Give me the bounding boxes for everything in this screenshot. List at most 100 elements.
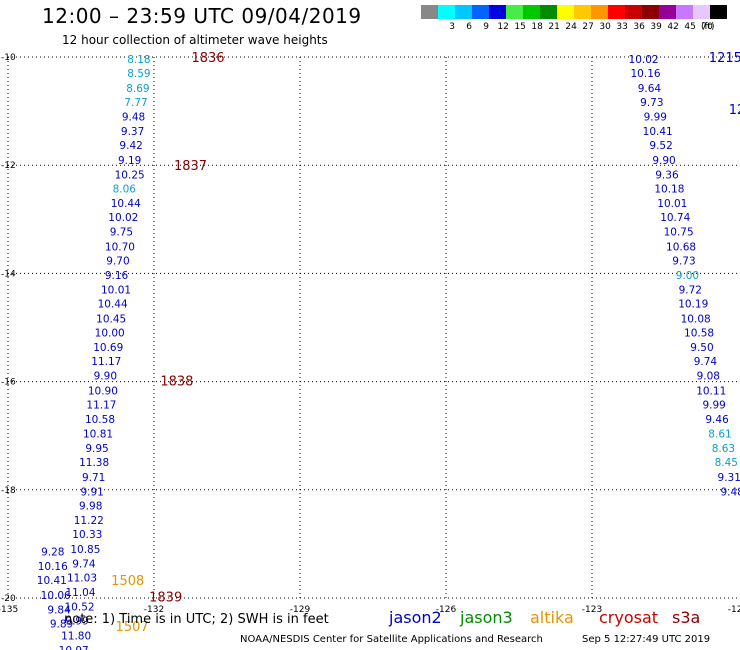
- wave-height-value: 9.42: [119, 140, 142, 152]
- wave-height-value: 10.16: [38, 561, 68, 573]
- axis-labels: -135 -132 -129 -126 -123 -120 -10 -12 -14 -16 -18 -…: [0, 53, 740, 615]
- wave-height-value: 11.04: [65, 587, 95, 599]
- wave-height-value: 9.16: [105, 270, 129, 282]
- wave-height-value: 7.77: [124, 97, 147, 109]
- legend-swatch: [676, 5, 693, 19]
- wave-height-value: 10.85: [70, 544, 100, 556]
- wave-height-value: 10.74: [660, 212, 690, 224]
- wave-height-value: 10.02: [629, 54, 659, 66]
- wave-height-value: 10.01: [657, 198, 687, 210]
- wave-height-value: 10.69: [93, 342, 123, 354]
- wave-height-value: 9.73: [672, 255, 695, 267]
- legend-swatch: [523, 5, 540, 19]
- wave-height-value: 9.37: [121, 126, 144, 138]
- pass-time-label: 1836: [191, 51, 224, 66]
- legend-swatch: [421, 5, 438, 19]
- legend-label: 21: [548, 22, 560, 32]
- wave-height-labels: 8.18 8.59 8.69 7.77 9.48 9.37 9.42 9.19 10.25 8.0…: [37, 54, 740, 650]
- pass-time-label: 1508: [111, 574, 144, 589]
- wave-height-value: 9.95: [85, 443, 108, 455]
- wave-height-value: 10.01: [101, 285, 131, 297]
- wave-height-value: 9.36: [655, 169, 679, 181]
- wave-height-value: 10.41: [37, 575, 67, 587]
- wave-height-value: 9.08: [697, 371, 720, 383]
- lat-tick-label: -16: [1, 378, 16, 388]
- wave-height-value: 10.11: [696, 385, 726, 397]
- wave-height-value: 10.33: [72, 529, 102, 541]
- wave-height-value: 10.44: [111, 198, 141, 210]
- wave-height-value: 9.73: [640, 97, 663, 109]
- mission-cryosat: cryosat: [599, 608, 659, 627]
- wave-height-value: 10.08: [681, 313, 711, 325]
- wave-height-value: 9.52: [649, 140, 672, 152]
- legend-label: 15: [514, 22, 526, 32]
- pass-time-labels: 183618371838183912151216115081507: [111, 51, 740, 635]
- wave-height-value: 10.97: [59, 645, 89, 650]
- wave-height-value: 9.90: [94, 371, 117, 383]
- lon-tick-label: -129: [290, 605, 311, 615]
- wave-height-value: 10.41: [643, 126, 673, 138]
- units-note: note: 1) Time is in UTC; 2) SWH is in fe…: [64, 612, 329, 627]
- wave-height-value: 10.18: [654, 183, 684, 195]
- pass-time-label: 1215: [709, 51, 740, 66]
- wave-height-value: 9.72: [679, 285, 702, 297]
- legend-swatch: [489, 5, 506, 19]
- wave-height-value: 8.61: [708, 429, 731, 441]
- legend-label: 3: [449, 22, 455, 32]
- wave-height-value: 9.71: [82, 472, 105, 484]
- legend-label: 30: [599, 22, 611, 32]
- wave-height-value: 9.48: [122, 112, 145, 124]
- legend-label: 27: [582, 22, 594, 32]
- wave-height-value: 10.75: [664, 227, 694, 239]
- wave-height-value: 9.74: [72, 558, 96, 570]
- lon-tick-label: -132: [144, 605, 164, 615]
- wave-height-value: 10.19: [678, 299, 708, 311]
- wave-height-value: 11.22: [74, 515, 104, 527]
- wave-height-value: 10.16: [631, 68, 661, 80]
- lat-tick-label: -14: [1, 269, 16, 279]
- wave-height-value: 9.99: [702, 399, 725, 411]
- wave-height-value: 9.70: [106, 255, 129, 267]
- lat-tick-label: -20: [1, 594, 16, 604]
- lat-tick-label: -12: [1, 161, 16, 171]
- legend-swatch: [506, 5, 523, 19]
- mission-jason3: jason3: [460, 608, 513, 627]
- legend-swatch: [574, 5, 591, 19]
- pass-time-label: 1837: [174, 159, 207, 174]
- legend-swatch: [540, 5, 557, 19]
- legend-swatch: [659, 5, 676, 19]
- legend-label: 42: [667, 22, 679, 32]
- wave-height-value: 11.38: [79, 457, 109, 469]
- wave-height-value: 9.99: [644, 112, 667, 124]
- legend-label: 45: [684, 22, 696, 32]
- mission-s3a: s3a: [672, 608, 701, 627]
- wave-height-value: 10.00: [95, 327, 125, 339]
- wave-height-value: 9.64: [638, 83, 662, 95]
- legend-label: 39: [650, 22, 662, 32]
- wave-height-value: 10.58: [85, 414, 115, 426]
- legend-label: 9: [483, 22, 489, 32]
- wave-height-value: 9.48: [720, 486, 740, 498]
- wave-height-value: 10.45: [96, 313, 126, 325]
- wave-height-value: 9.89: [50, 618, 73, 630]
- legend-swatch: [625, 5, 642, 19]
- pass-time-label: 1216: [729, 103, 740, 118]
- wave-height-value: 9.50: [690, 342, 713, 354]
- legend-swatch: [557, 5, 574, 19]
- wave-height-value: 8.69: [126, 83, 149, 95]
- pass-time-label: 1838: [160, 375, 193, 390]
- wave-height-value: 8.18: [127, 54, 150, 66]
- lon-tick-label: -135: [0, 605, 18, 615]
- wave-height-value: 9.98: [79, 500, 102, 512]
- chart-title: 12:00 – 23:59 UTC 09/04/2019: [42, 4, 362, 28]
- wave-height-value: 11.17: [91, 356, 121, 368]
- wave-height-value: 9.28: [41, 546, 64, 558]
- legend-swatch: [710, 5, 727, 19]
- map-grid: [7, 56, 738, 599]
- credit-line: NOAA/NESDIS Center for Satellite Applica…: [240, 634, 543, 645]
- wave-height-value: 11.80: [61, 630, 91, 642]
- legend-swatch: [591, 5, 608, 19]
- wave-height-value: 9.74: [694, 356, 718, 368]
- legend-label: 33: [616, 22, 628, 32]
